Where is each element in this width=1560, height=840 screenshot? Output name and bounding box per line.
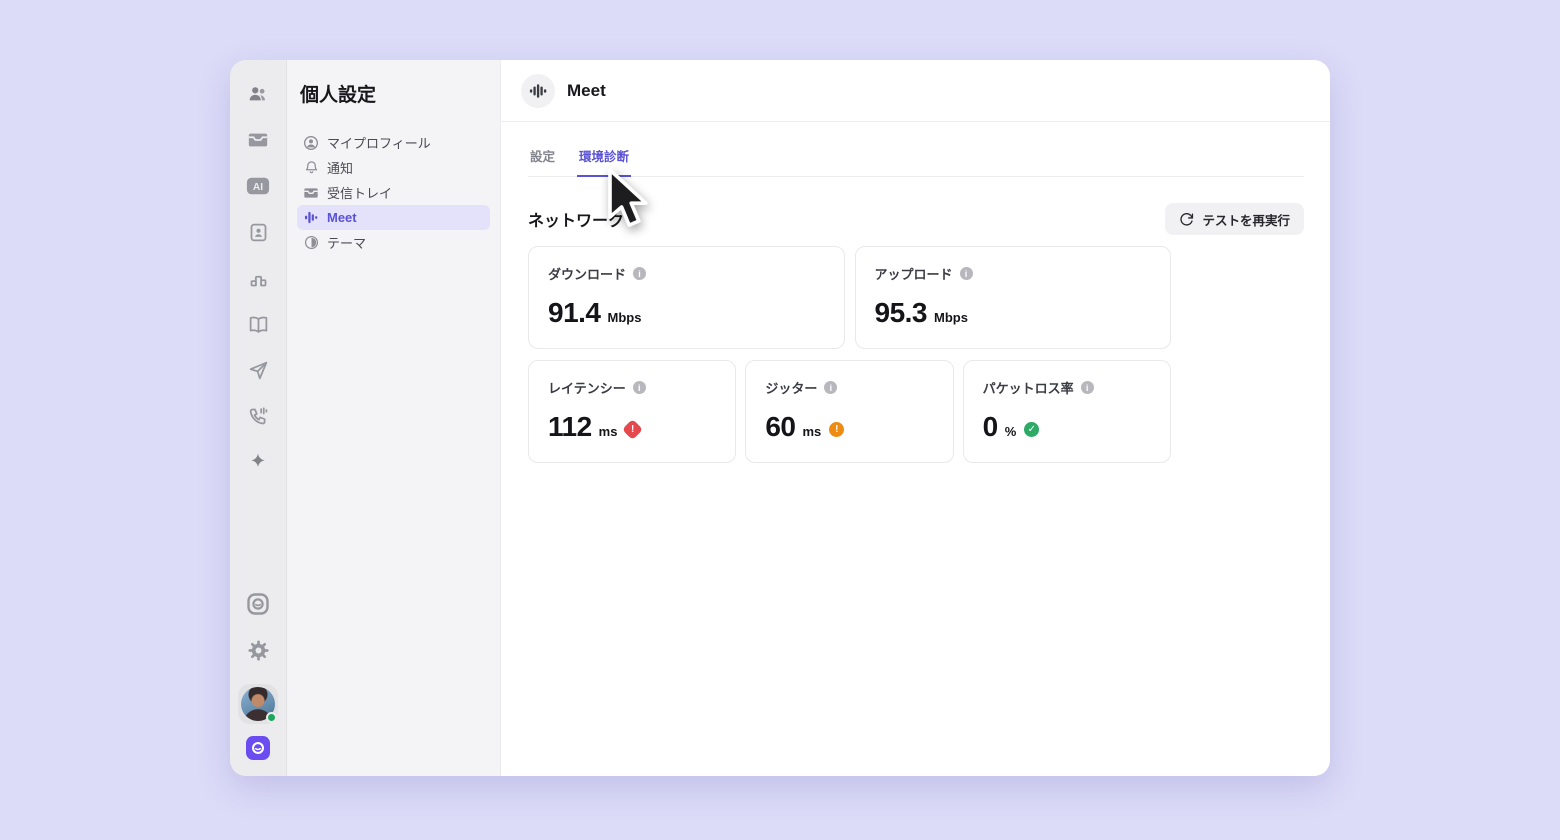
tab-bar: 設定 環境診断 <box>528 146 1304 177</box>
metric-cards: ダウンロード i 91.4 Mbps アップロード i <box>528 246 1171 463</box>
calls-icon[interactable] <box>246 404 270 428</box>
main-panel: Meet 設定 環境診断 ネットワーク テストを再実行 <box>501 60 1330 776</box>
tab-settings[interactable]: 設定 <box>530 150 556 164</box>
knowledge-icon[interactable] <box>246 312 270 336</box>
metric-unit: % <box>1004 424 1017 439</box>
metric-card-jitter: ジッター i 60 ms ! <box>745 360 954 463</box>
avatar-photo <box>241 687 277 723</box>
settings-window: AI <box>230 60 1330 776</box>
theme-icon <box>303 235 319 251</box>
online-status-dot <box>266 712 277 723</box>
inbox-icon[interactable] <box>246 128 270 152</box>
settings-sidebar: 個人設定 マイプロフィール 通知 <box>287 60 501 776</box>
sidebar-item-meet[interactable]: Meet <box>297 205 490 230</box>
metric-cards-row-1: ダウンロード i 91.4 Mbps アップロード i <box>528 246 1171 349</box>
metric-value: 91.4 <box>548 297 601 328</box>
ai-icon[interactable]: AI <box>246 174 270 198</box>
metric-card-packet-loss: パケットロス率 i 0 % ✓ <box>962 360 1171 463</box>
meet-app-icon <box>521 73 555 108</box>
metric-unit: Mbps <box>934 310 968 325</box>
inbox-tray-icon <box>303 185 319 201</box>
contacts-icon[interactable] <box>246 220 270 244</box>
metric-label: ダウンロード <box>548 267 627 282</box>
user-avatar[interactable] <box>238 684 278 724</box>
metric-unit: ms <box>802 424 822 439</box>
sidebar-item-notifications[interactable]: 通知 <box>297 155 490 180</box>
rerun-test-button[interactable]: テストを再実行 <box>1165 203 1304 235</box>
sidebar-item-inbox[interactable]: 受信トレイ <box>297 180 490 205</box>
network-section-title: ネットワーク <box>528 213 625 230</box>
page-title: Meet <box>567 80 606 100</box>
sidebar-item-label: テーマ <box>327 236 367 251</box>
metric-value: 0 <box>982 411 999 442</box>
latency-status-icon: ! <box>622 418 644 440</box>
metric-cards-row-2: レイテンシー i 112 ms ! ジッター i <box>528 360 1171 463</box>
settings-gear-icon[interactable] <box>246 638 270 662</box>
jitter-status-icon: ! <box>829 421 845 437</box>
metric-label: レイテンシー <box>548 381 626 396</box>
app-logo-icon[interactable] <box>246 736 270 760</box>
app-logo-gray-icon[interactable] <box>246 592 270 616</box>
metric-card-upload: アップロード i 95.3 Mbps <box>854 246 1171 349</box>
metric-label: ジッター <box>765 381 818 396</box>
info-icon[interactable]: i <box>959 267 973 280</box>
metric-value: 112 <box>548 411 592 442</box>
app-rail: AI <box>230 60 287 776</box>
metric-value: 60 <box>765 411 796 442</box>
main-header: Meet <box>501 60 1330 122</box>
info-icon[interactable]: i <box>1080 381 1094 394</box>
rerun-test-label: テストを再実行 <box>1202 213 1290 228</box>
sidebar-item-label: Meet <box>327 210 357 225</box>
send-icon[interactable] <box>246 358 270 382</box>
metric-card-download: ダウンロード i 91.4 Mbps <box>528 246 845 349</box>
sidebar-item-label: 受信トレイ <box>327 186 393 201</box>
packet-loss-status-icon: ✓ <box>1024 421 1040 437</box>
sidebar-item-my-profile[interactable]: マイプロフィール <box>297 130 490 155</box>
refresh-icon <box>1179 212 1194 227</box>
metric-value: 95.3 <box>874 297 928 328</box>
sidebar-item-label: マイプロフィール <box>327 136 431 151</box>
sidebar-item-theme[interactable]: テーマ <box>297 230 490 255</box>
analytics-icon[interactable] <box>246 266 270 290</box>
info-icon[interactable]: i <box>632 381 646 394</box>
metric-unit: Mbps <box>607 310 642 325</box>
sidebar-item-label: 通知 <box>327 161 354 176</box>
waveform-icon <box>303 210 319 226</box>
network-section-header: ネットワーク テストを再実行 <box>528 203 1304 235</box>
metric-card-latency: レイテンシー i 112 ms ! <box>528 360 737 463</box>
metric-label: アップロード <box>874 267 953 282</box>
metric-label: パケットロス率 <box>982 381 1074 396</box>
info-icon[interactable]: i <box>633 267 647 280</box>
team-icon[interactable] <box>246 82 270 106</box>
tab-diagnostics[interactable]: 環境診断 <box>577 146 632 177</box>
sidebar-title: 個人設定 <box>300 85 377 106</box>
sparkle-icon[interactable] <box>246 450 270 474</box>
bell-icon <box>303 160 319 176</box>
main-content: 設定 環境診断 ネットワーク テストを再実行 <box>501 122 1330 463</box>
metric-unit: ms <box>598 424 618 439</box>
svg-text:AI: AI <box>253 182 263 193</box>
profile-icon <box>303 135 319 151</box>
info-icon[interactable]: i <box>824 381 838 394</box>
